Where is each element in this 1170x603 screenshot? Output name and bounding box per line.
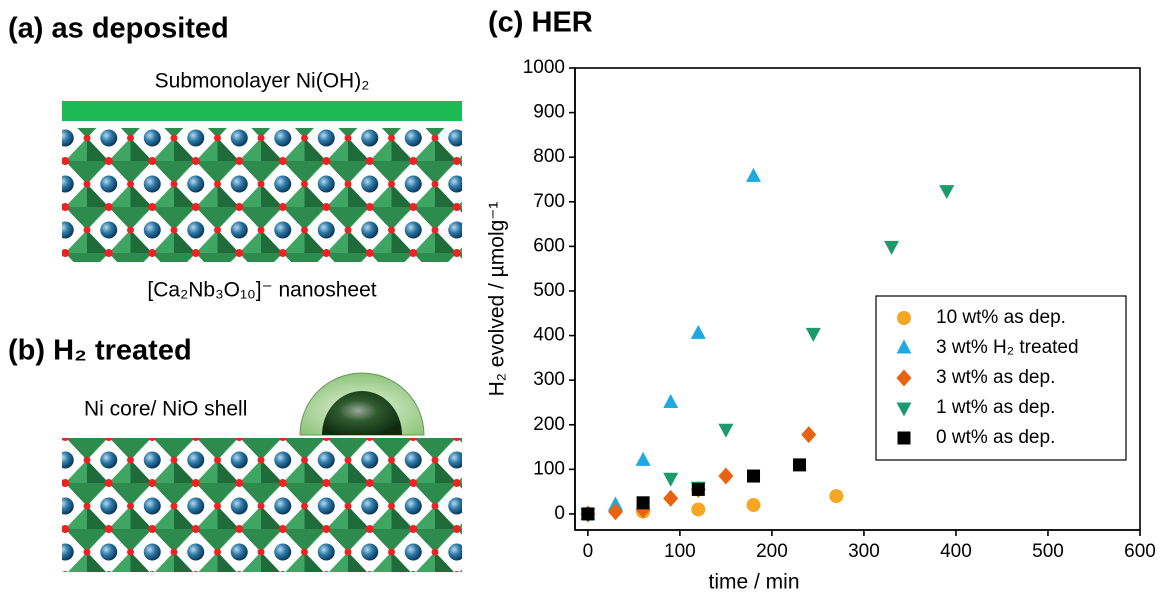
nanosheet-label: [Ca₂Nb₃O₁₀]⁻ nanosheet: [147, 279, 376, 302]
legend-label: 3 wt% as dep.: [936, 367, 1055, 388]
data-point: [663, 472, 679, 487]
y-axis-label: H₂ evolved / µmolg⁻¹: [486, 202, 509, 397]
data-point: [747, 469, 761, 483]
x-tick-label: 100: [664, 541, 696, 562]
y-tick-label: 800: [533, 146, 565, 167]
data-point: [663, 489, 679, 507]
x-axis-label: time / min: [708, 571, 799, 594]
y-tick-label: 700: [533, 191, 565, 212]
x-tick-label: 0: [583, 541, 594, 562]
plot: 0 100 200 300 400 500 600 0 100 200 300 400 500 600 70…: [523, 57, 1156, 562]
legend-label: 1 wt% as dep.: [936, 397, 1055, 418]
data-point: [607, 503, 623, 521]
chart-title: (c) HER: [488, 7, 593, 39]
panel-a-label: (a) as deposited: [8, 13, 229, 45]
data-point: [805, 327, 821, 342]
data-point: [691, 482, 705, 496]
legend-marker: [896, 402, 912, 417]
layer-label: Submonolayer Ni(OH)₂: [155, 70, 370, 93]
x-tick-label: 400: [940, 541, 972, 562]
data-point: [691, 502, 706, 517]
legend-marker: [896, 339, 912, 354]
x-tick-label: 500: [1032, 541, 1064, 562]
y-tick-label: 1000: [523, 57, 565, 78]
x-tick-label: 200: [756, 541, 788, 562]
x-tick-label: 300: [848, 541, 880, 562]
data-point: [663, 393, 679, 408]
nioh-layer: [62, 101, 462, 121]
legend-label: 3 wt% H₂ treated: [936, 337, 1079, 358]
legend-label: 0 wt% as dep.: [936, 427, 1055, 448]
legend-marker: [897, 311, 911, 325]
data-point: [746, 498, 761, 513]
y-tick-label: 900: [533, 102, 565, 123]
data-point: [690, 324, 706, 339]
ni-core: [322, 391, 402, 435]
data-point: [636, 496, 650, 510]
y-tick-label: 500: [533, 280, 565, 301]
panel-b-label: (b) H₂ treated: [8, 335, 192, 367]
y-tick-label: 400: [533, 325, 565, 346]
data-point: [884, 240, 900, 255]
y-tick-label: 100: [533, 458, 565, 479]
legend-box: [875, 295, 1127, 461]
y-tick-label: 200: [533, 414, 565, 435]
data-point: [581, 507, 595, 521]
legend-label: 10 wt% as dep.: [936, 307, 1066, 328]
data-point: [793, 458, 807, 472]
nanosheet-structure: [62, 128, 462, 262]
data-point: [718, 467, 734, 485]
data-point: [829, 489, 844, 504]
nanosheet-structure: [62, 438, 462, 572]
data-point: [718, 423, 734, 438]
data-point: [939, 185, 955, 200]
x-tick-label: 600: [1124, 541, 1156, 562]
data-point: [635, 451, 651, 466]
y-tick-label: 0: [554, 503, 565, 524]
data-point: [801, 426, 817, 444]
data-point: [746, 167, 762, 182]
y-tick-label: 600: [533, 235, 565, 256]
y-tick-label: 300: [533, 369, 565, 390]
particle-label: Ni core/ NiO shell: [84, 398, 247, 421]
legend-marker: [896, 369, 912, 387]
legend-marker: [897, 431, 911, 445]
